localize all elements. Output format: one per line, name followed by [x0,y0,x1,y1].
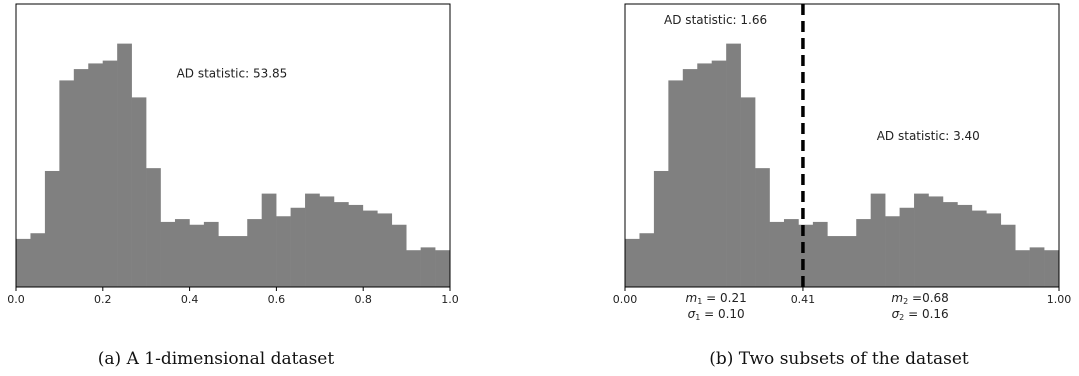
x-tick-label: 0.4 [181,293,199,306]
histogram-bar [726,43,741,288]
histogram-bar [290,207,306,287]
histogram-bar [682,69,698,287]
histogram-bar [914,193,929,287]
histogram-bar [218,236,234,287]
sd-label: σ2 = 0.16 [892,307,949,322]
histogram-bar [986,213,1002,287]
histogram-bar [957,204,973,287]
histogram-bar [117,43,132,288]
histogram-bar [769,221,785,287]
histogram-bar [146,168,161,287]
histogram-bar [639,233,655,287]
histogram-bar [189,224,205,287]
histogram-bar [1044,250,1060,287]
x-axis: 0.00 0.41 1.00 [613,287,1072,306]
histogram-bar [102,60,118,287]
histogram-bars [16,43,451,288]
caption-a: (a) A 1-dimensional dataset [98,349,335,369]
sd-label: σ1 = 0.10 [688,307,745,322]
x-tick-label: 1.00 [1047,293,1072,306]
mean-label: m2 =0.68 [891,291,948,306]
histogram-bar [668,80,684,287]
histogram-bar [435,250,451,287]
annotation-ad-statistic: AD statistic: 3.40 [877,129,980,143]
caption-b: (b) Two subsets of the dataset [709,349,969,369]
histogram-bar [348,204,364,287]
histogram-bar [971,210,987,287]
histogram-bar [406,250,421,287]
histogram-bar [885,216,900,287]
histogram-panel-a: 0.0 0.2 0.4 0.6 0.8 1.0 AD statistic: 53.85 [7,3,459,306]
histogram-bar [841,236,857,287]
histogram-bar [697,63,713,288]
histogram-bar [1000,224,1016,287]
histogram-bar [174,219,190,287]
histogram-bar [44,170,60,287]
plot-frame [15,3,451,288]
x-tick-label: 0.00 [613,293,638,306]
x-tick-label: 0.0 [7,293,25,306]
histogram-bar [362,210,378,287]
histogram-bar [1015,250,1030,287]
histogram-bar [625,238,640,287]
x-tick-label: 0.41 [791,293,816,306]
plot-frame [624,3,1060,288]
histogram-bar [377,213,393,287]
histogram-bar [247,219,262,287]
histogram-bar [261,193,277,287]
x-tick-label: 0.8 [354,293,372,306]
histogram-bar [798,224,814,287]
histogram-bar [391,224,407,287]
histogram-bar [870,193,886,287]
histogram-bar [653,170,669,287]
histogram-bar [711,60,727,287]
histogram-bar [755,168,770,287]
histogram-bar [160,221,176,287]
annotation-ad-statistic: AD statistic: 53.85 [177,67,288,81]
histogram-bar [827,236,843,287]
x-axis: 0.0 0.2 0.4 0.6 0.8 1.0 [7,287,459,306]
histogram-bar [899,207,915,287]
histogram-bar [305,193,320,287]
histogram-bar [1029,247,1045,287]
histogram-bar [928,196,944,287]
histogram-bar [16,238,31,287]
histogram-bar [420,247,436,287]
x-tick-label: 0.2 [94,293,112,306]
histogram-bar [783,219,799,287]
x-tick-label: 1.0 [441,293,459,306]
histogram-bar [203,221,219,287]
histogram-bar [30,233,46,287]
x-tick-label: 0.6 [268,293,286,306]
histogram-bar [942,202,958,287]
histogram-bar [59,80,75,287]
histogram-bars [625,43,1060,288]
annotation-ad-statistic: AD statistic: 1.66 [664,13,767,27]
histogram-bar [276,216,291,287]
histogram-panel-b: 0.00 0.41 1.00 AD statistic: 1.66 AD statist… [613,3,1072,322]
histogram-bar [73,69,89,287]
histogram-bar [333,202,349,287]
mean-label: m1 = 0.21 [686,291,747,306]
histogram-bar [319,196,335,287]
histogram-bar [856,219,871,287]
histogram-bar [131,97,147,287]
histogram-bar [812,221,828,287]
histogram-bar [232,236,248,287]
histogram-bar [740,97,756,287]
histogram-bar [88,63,104,288]
